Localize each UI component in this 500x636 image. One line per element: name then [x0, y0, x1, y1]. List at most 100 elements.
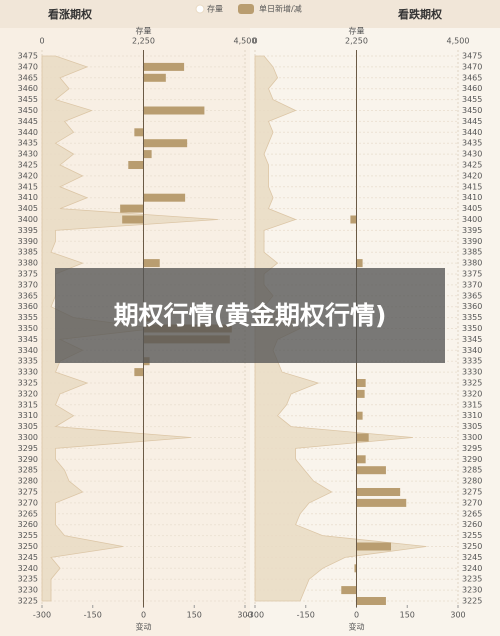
x2-tick-label: 2,250	[345, 37, 368, 46]
y-tick-label: 3240	[18, 564, 38, 573]
change-bar	[356, 498, 407, 507]
y-tick-label: 3270	[18, 498, 38, 507]
y-tick-label: 3305	[462, 422, 482, 431]
y-tick-label: 3465	[18, 73, 38, 82]
change-bar	[122, 215, 144, 224]
x-tick-label: -300	[33, 611, 51, 620]
y-tick-label: 3385	[462, 248, 482, 257]
y-tick-label: 3310	[18, 411, 38, 420]
y-tick-label: 3365	[462, 291, 482, 300]
y-tick-label: 3260	[18, 520, 38, 529]
overlay-text: 期权行情(黄金期权行情)	[113, 300, 387, 330]
y-tick-label: 3350	[462, 324, 482, 333]
y-tick-label: 3225	[18, 597, 38, 606]
x2-tick-label: 0	[39, 37, 44, 46]
y-tick-label: 3325	[18, 379, 38, 388]
y-tick-label: 3295	[462, 444, 482, 453]
chart-title: 看跌期权	[398, 7, 443, 21]
x-tick-label: 300	[237, 611, 252, 620]
y-tick-label: 3340	[18, 346, 38, 355]
y-tick-label: 3230	[18, 586, 38, 595]
y-tick-label: 3405	[462, 204, 482, 213]
y-tick-label: 3380	[462, 259, 482, 268]
y-tick-label: 3460	[462, 84, 482, 93]
change-bar	[143, 259, 160, 268]
y-tick-label: 3395	[462, 226, 482, 235]
legend-marker	[195, 4, 205, 14]
y-tick-label: 3370	[18, 280, 38, 289]
y-tick-label: 3420	[18, 171, 38, 180]
y-tick-label: 3435	[462, 139, 482, 148]
change-bar	[356, 433, 369, 442]
change-bar	[341, 586, 357, 595]
x-tick-label: 150	[187, 611, 202, 620]
y-tick-label: 3460	[18, 84, 38, 93]
y-tick-label: 3410	[462, 193, 482, 202]
y-tick-label: 3330	[18, 368, 38, 377]
y-tick-label: 3470	[18, 62, 38, 71]
change-bar	[143, 139, 188, 148]
x-tick-label: 300	[450, 611, 465, 620]
y-tick-label: 3250	[18, 542, 38, 551]
y-tick-label: 3290	[462, 455, 482, 464]
y-tick-label: 3345	[18, 335, 38, 344]
change-bar	[350, 215, 357, 224]
y-tick-label: 3285	[18, 466, 38, 475]
y-tick-label: 3390	[462, 237, 482, 246]
y-tick-label: 3415	[462, 182, 482, 191]
y-tick-label: 3380	[18, 259, 38, 268]
x-tick-label: 0	[354, 611, 359, 620]
y-tick-label: 3340	[462, 346, 482, 355]
y-tick-label: 3320	[18, 389, 38, 398]
y-tick-label: 3235	[18, 575, 38, 584]
y-tick-label: 3410	[18, 193, 38, 202]
y-tick-label: 3425	[18, 161, 38, 170]
x-tick-label: 0	[141, 611, 146, 620]
change-bar	[356, 455, 366, 464]
y-tick-label: 3335	[462, 357, 482, 366]
y-tick-label: 3445	[18, 117, 38, 126]
y-tick-label: 3250	[462, 542, 482, 551]
y-tick-label: 3265	[462, 509, 482, 518]
x-tick-label: -150	[84, 611, 102, 620]
y-tick-label: 3310	[462, 411, 482, 420]
change-bar	[356, 597, 386, 605]
y-tick-label: 3390	[18, 237, 38, 246]
y-tick-label: 3375	[18, 270, 38, 279]
x-tick-label: -150	[297, 611, 315, 620]
legend-label: 单日新增/减	[259, 4, 302, 14]
y-tick-label: 3450	[18, 106, 38, 115]
y-tick-label: 3265	[18, 509, 38, 518]
y-tick-label: 3350	[18, 324, 38, 333]
legend-label: 存量	[207, 4, 223, 14]
y-tick-label: 3240	[462, 564, 482, 573]
y-tick-label: 3320	[462, 389, 482, 398]
x-tick-label: 150	[400, 611, 415, 620]
y-tick-label: 3300	[462, 433, 482, 442]
y-tick-label: 3270	[462, 498, 482, 507]
y-tick-label: 3295	[18, 444, 38, 453]
change-bar	[356, 466, 386, 475]
y-tick-label: 3455	[462, 95, 482, 104]
y-tick-label: 3450	[462, 106, 482, 115]
y-tick-label: 3360	[18, 302, 38, 311]
y-tick-label: 3465	[462, 73, 482, 82]
y-tick-label: 3430	[18, 150, 38, 159]
change-bar	[356, 542, 392, 551]
y-tick-label: 3330	[462, 368, 482, 377]
y-tick-label: 3455	[18, 95, 38, 104]
y-tick-label: 3245	[18, 553, 38, 562]
y-tick-label: 3430	[462, 150, 482, 159]
y-tick-label: 3290	[18, 455, 38, 464]
y-tick-label: 3445	[462, 117, 482, 126]
x-tick-label: -300	[246, 611, 264, 620]
y-tick-label: 3420	[462, 171, 482, 180]
change-bar	[356, 259, 363, 268]
change-bar	[134, 128, 144, 137]
change-bar	[120, 204, 144, 213]
y-tick-label: 3325	[462, 379, 482, 388]
y-tick-label: 3230	[462, 586, 482, 595]
y-tick-label: 3335	[18, 357, 38, 366]
y-tick-label: 3245	[462, 553, 482, 562]
